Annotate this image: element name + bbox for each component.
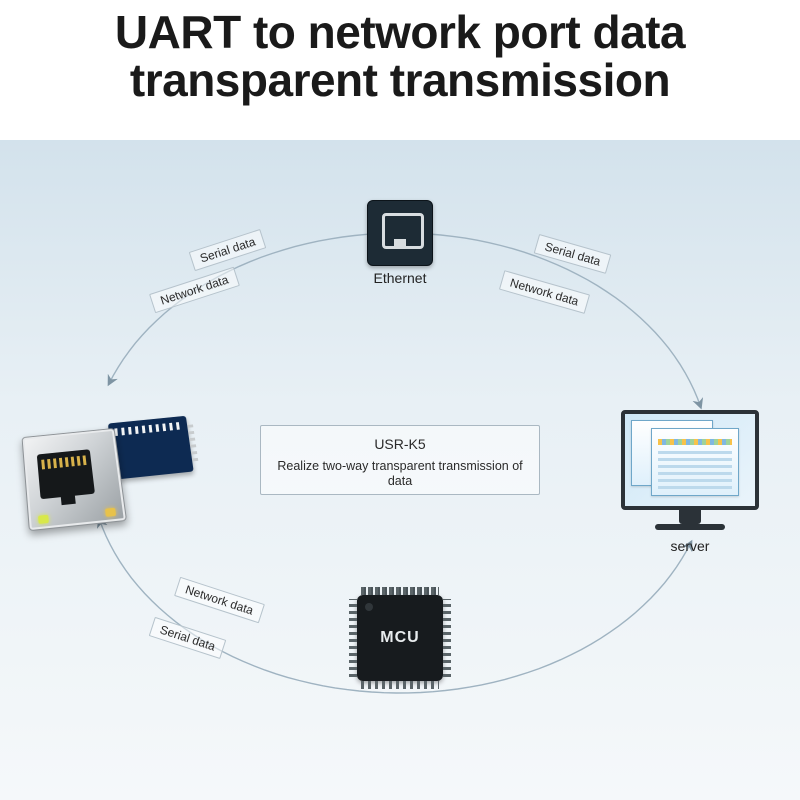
page-title: UART to network port data transparent tr… xyxy=(0,8,800,105)
uart-pcb-icon xyxy=(108,416,194,480)
node-ethernet: Ethernet xyxy=(345,200,455,286)
node-server: server xyxy=(615,410,765,554)
node-uart-module xyxy=(25,400,200,540)
title-line-2: transparent transmission xyxy=(0,56,800,104)
node-mcu: MCU xyxy=(340,595,460,681)
uart-rj45-icon xyxy=(22,428,128,531)
server-monitor-icon xyxy=(621,410,759,510)
center-line-1: USR-K5 xyxy=(269,436,531,453)
mcu-chip-icon: MCU xyxy=(357,595,443,681)
ethernet-label: Ethernet xyxy=(345,270,455,286)
center-info-box: USR-K5 Realize two-way transparent trans… xyxy=(260,425,540,495)
diagram-area: Ethernet server MCU xyxy=(0,140,800,800)
center-line-2: Realize two-way transparent transmission… xyxy=(269,459,531,489)
mcu-chip-text: MCU xyxy=(357,595,443,681)
ethernet-port-icon xyxy=(367,200,433,266)
server-label: server xyxy=(615,538,765,554)
title-line-1: UART to network port data xyxy=(0,8,800,56)
